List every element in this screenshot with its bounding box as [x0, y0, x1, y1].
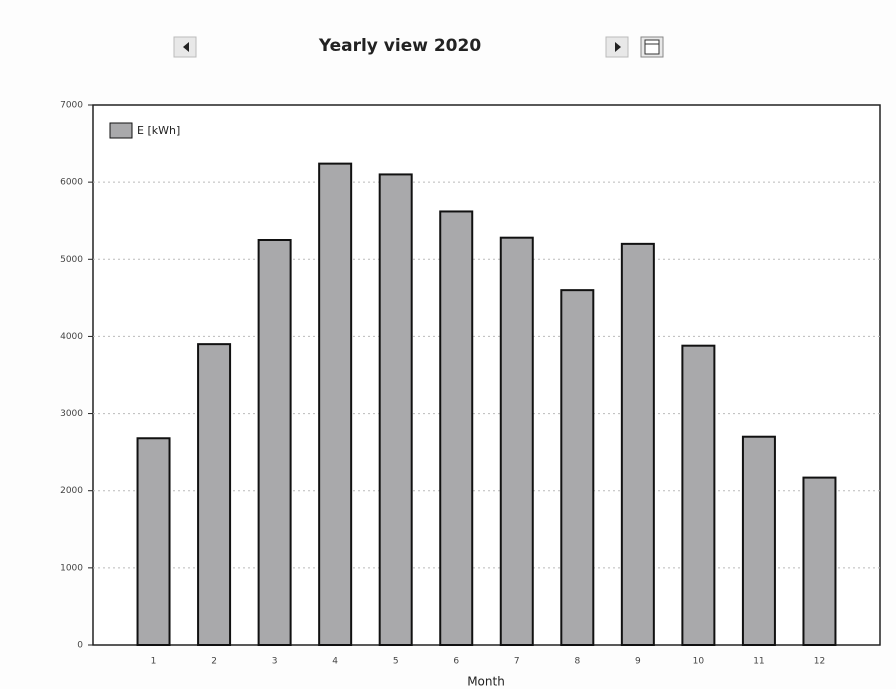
bar: [499, 236, 534, 647]
prev-button[interactable]: [173, 36, 197, 58]
legend-label: E [kWh]: [137, 124, 180, 137]
y-tick-label: 0: [77, 641, 83, 651]
y-tick-label: 1000: [60, 563, 83, 573]
x-tick-label: 8: [574, 657, 580, 667]
bar: [560, 289, 595, 646]
y-tick-label: 4000: [60, 332, 83, 342]
x-tick-label: 1: [151, 657, 157, 667]
calendar-icon[interactable]: [644, 39, 660, 55]
bar: [318, 162, 353, 646]
x-tick-label: 9: [635, 657, 641, 667]
y-tick-label: 5000: [60, 255, 83, 265]
bar: [257, 239, 292, 646]
bar: [802, 476, 837, 646]
x-tick-label: 7: [514, 657, 520, 667]
y-tick-label: 2000: [60, 486, 83, 496]
next-arrow[interactable]: [615, 42, 621, 52]
next-button[interactable]: [605, 36, 629, 58]
x-tick-label: 5: [393, 657, 399, 667]
legend-swatch: [109, 122, 133, 139]
x-axis-label: Month: [467, 675, 505, 689]
bar: [681, 344, 716, 646]
chart-title: Yearly view 2020: [318, 36, 482, 56]
x-tick-label: 3: [272, 657, 278, 667]
x-tick-label: 12: [814, 657, 825, 667]
bar: [197, 343, 232, 646]
y-tick-label: 6000: [60, 178, 83, 188]
y-tick-label: 7000: [60, 101, 83, 111]
x-tick-label: 2: [211, 657, 217, 667]
y-tick-label: 3000: [60, 409, 83, 419]
x-tick-label: 4: [332, 657, 338, 667]
calendar-button[interactable]: [640, 36, 664, 58]
x-tick-label: 11: [753, 657, 764, 667]
bar: [136, 437, 171, 646]
bar: [439, 210, 474, 646]
x-tick-label: 6: [453, 657, 459, 667]
bar: [741, 435, 776, 647]
prev-arrow[interactable]: [183, 42, 189, 52]
bar: [378, 173, 413, 647]
bar: [620, 242, 655, 646]
x-tick-label: 10: [693, 657, 705, 667]
